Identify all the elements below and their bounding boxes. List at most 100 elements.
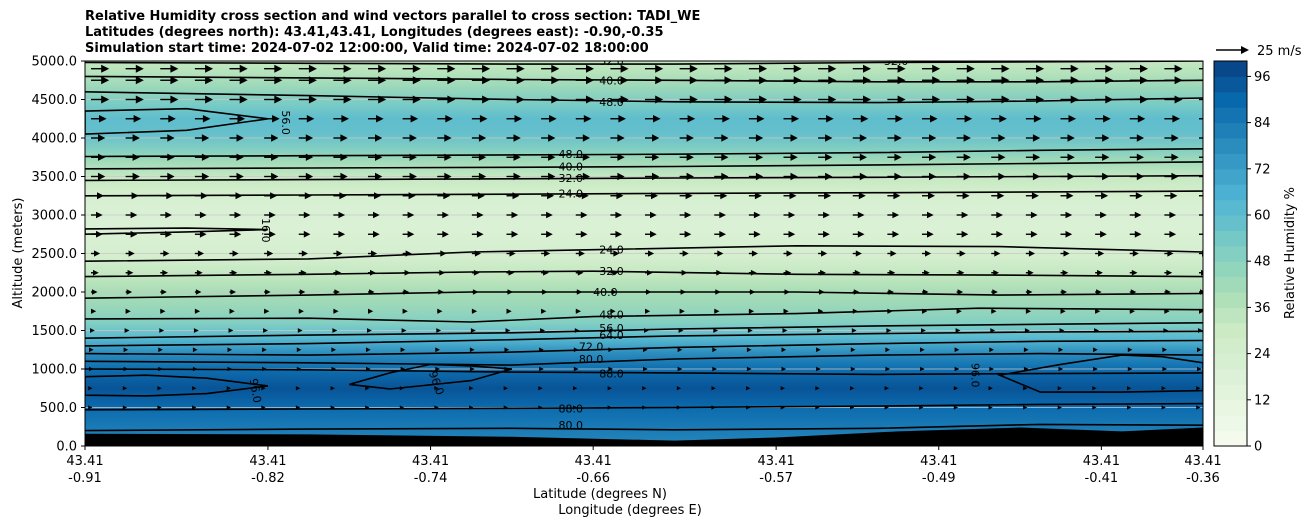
wind-arrowhead [409, 172, 417, 181]
wind-arrowhead [401, 328, 407, 333]
wind-arrowhead [996, 211, 1003, 219]
wind-arrowhead [816, 366, 821, 372]
wind-arrowhead [819, 289, 825, 295]
wind-arrowhead [1204, 231, 1211, 238]
wind-arrowhead [272, 115, 280, 123]
wind-arrowhead [412, 95, 421, 104]
x-tick-label-lon: -0.36 [1186, 471, 1220, 486]
contour-line [85, 339, 1203, 356]
wind-arrowhead [511, 230, 519, 238]
wind-arrowhead [1030, 211, 1038, 219]
contour-closed [85, 374, 269, 397]
contour-closed [85, 107, 269, 135]
wind-arrowhead [236, 172, 244, 181]
wind-arrowhead [1094, 328, 1099, 333]
wind-arrowhead [477, 192, 485, 200]
wind-arrowhead [1093, 347, 1098, 353]
wind-arrowhead [296, 347, 302, 353]
wind-arrowhead [850, 386, 855, 391]
wind-arrowhead [192, 405, 197, 410]
wind-arrowhead [1001, 95, 1010, 104]
wind-arrowhead [581, 192, 589, 200]
wind-arrowhead [1197, 347, 1202, 353]
contour-line [85, 270, 1203, 278]
wind-arrowhead [617, 153, 625, 161]
wind-arrowhead [306, 115, 315, 123]
wind-arrowhead [610, 308, 616, 314]
wind-arrowhead [1163, 328, 1169, 333]
wind-arrowhead [998, 134, 1006, 142]
wind-arrowhead [92, 289, 98, 295]
wind-arrowhead [192, 386, 197, 391]
contour-label: 32.0 [884, 55, 909, 68]
y-tick-label: 3000.0 [32, 209, 78, 224]
wind-arrowhead [476, 230, 484, 238]
contour-label-group: 32.0 [599, 265, 624, 278]
contour-label-group: 40.0 [559, 161, 584, 174]
wind-arrowhead [195, 289, 202, 295]
wind-arrowhead [783, 308, 789, 314]
wind-arrowhead [894, 153, 902, 161]
wind-arrowhead [409, 134, 417, 142]
wind-arrowhead [101, 64, 110, 73]
wind-arrowhead [436, 328, 442, 333]
wind-arrowhead [445, 115, 453, 123]
contour-closed [85, 227, 268, 236]
wind-arrowhead [855, 250, 862, 257]
wind-arrowhead [897, 95, 906, 104]
wind-arrowhead [780, 405, 785, 410]
wind-arrowhead [469, 366, 475, 372]
wind-arrowhead [157, 386, 162, 391]
wind-arrowhead [440, 250, 447, 257]
colorbar-band [1214, 384, 1247, 401]
contour-label-group: 48.0 [559, 148, 584, 161]
wind-arrowhead [790, 134, 798, 142]
wind-arrowhead [920, 366, 925, 372]
wind-arrowhead [759, 76, 768, 85]
chart-title-line-2: Latitudes (degrees north): 43.41,43.41, … [85, 25, 664, 40]
wind-arrowhead [236, 134, 244, 142]
wind-arrowhead [90, 328, 95, 333]
wind-arrowhead [447, 95, 456, 104]
wind-arrowhead [966, 76, 975, 85]
wind-arrowhead [400, 366, 406, 372]
wind-arrowhead [1174, 95, 1183, 104]
wind-arrowhead [1171, 153, 1179, 161]
wind-arrowhead [825, 172, 833, 181]
wind-arrowhead [759, 64, 768, 73]
wind-arrowhead [167, 134, 175, 142]
wind-arrowhead [304, 192, 312, 200]
wind-arrowhead [301, 250, 308, 257]
wind-arrowhead [954, 366, 960, 372]
contour-label: 80.0 [579, 353, 604, 366]
wind-arrowhead [892, 230, 900, 238]
wind-arrowhead [890, 250, 897, 257]
contour-label: 56.0 [599, 322, 624, 335]
plot-area: 32.0 32.040.048.056.048.040.032.024.016.0… [85, 55, 1213, 446]
wind-arrowhead [713, 328, 719, 333]
wind-arrowhead [378, 95, 387, 104]
wind-arrowhead [929, 134, 937, 142]
wind-arrowhead [539, 366, 544, 372]
wind-arrowhead [720, 192, 728, 200]
wind-arrowhead [369, 289, 375, 295]
wind-arrowhead [1100, 230, 1107, 238]
wind-arrowhead [506, 308, 512, 314]
wind-arrowhead [863, 95, 871, 104]
wind-arrowhead [578, 250, 585, 257]
wind-arrowhead [1036, 76, 1045, 85]
wind-arrowhead [1200, 289, 1203, 295]
wind-arrowhead [646, 289, 652, 295]
contour-label-group: 96.0 [968, 363, 981, 388]
wind-arrowhead [1093, 366, 1098, 372]
wind-arrowhead [1206, 173, 1213, 180]
wind-arrowhead [546, 230, 553, 238]
wind-arrowhead [261, 386, 266, 391]
wind-arrowhead [130, 230, 138, 238]
wind-arrowhead [751, 250, 758, 257]
wind-arrowhead [1032, 153, 1041, 161]
wind-arrowhead [336, 250, 343, 257]
wind-arrowhead [504, 347, 510, 353]
wind-arrowhead [375, 134, 383, 142]
wind-arrowhead [469, 347, 475, 353]
